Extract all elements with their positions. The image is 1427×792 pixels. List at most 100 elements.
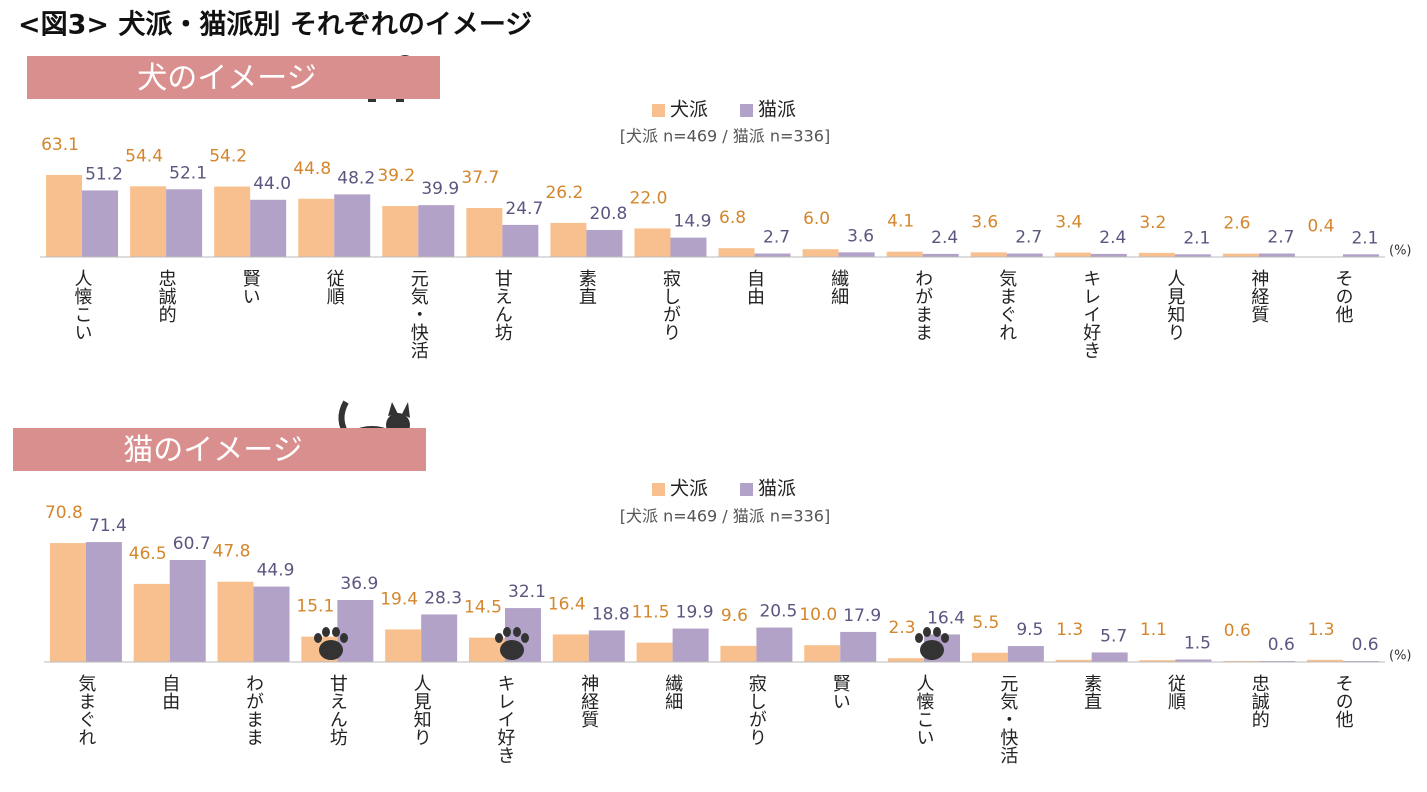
- value-label: 63.1: [41, 135, 79, 155]
- bar: [804, 645, 841, 662]
- value-label: 24.7: [505, 199, 543, 219]
- bar: [1055, 659, 1092, 662]
- value-label: 71.4: [89, 516, 127, 536]
- value-label: 2.1: [1351, 228, 1378, 248]
- value-label: 1.5: [1184, 633, 1211, 653]
- value-label: 36.9: [340, 574, 378, 594]
- paw-toe: [521, 633, 529, 643]
- x-tick-label: 賢い: [240, 269, 261, 305]
- value-label: 54.4: [125, 146, 163, 166]
- x-tick-label: 人見知り: [411, 674, 432, 746]
- bar: [1175, 659, 1212, 662]
- bar: [1139, 660, 1176, 662]
- bar: [1222, 253, 1259, 257]
- x-tick-label: 忠誠的: [156, 269, 177, 324]
- value-label: 2.4: [1099, 228, 1126, 248]
- x-tick-label: その他: [1333, 674, 1354, 728]
- x-tick-label: 元気・快活: [997, 674, 1018, 764]
- value-label: 3.2: [1139, 213, 1166, 233]
- x-tick-label: わがまま: [912, 269, 933, 341]
- x-tick-label: 素直: [1081, 674, 1102, 710]
- legend-swatch: [652, 483, 665, 496]
- bar: [1007, 646, 1044, 662]
- value-label: 5.7: [1100, 626, 1127, 646]
- bar: [1223, 660, 1260, 662]
- value-label: 14.5: [464, 598, 502, 618]
- value-label: 0.6: [1352, 635, 1379, 655]
- x-tick-label: 繊細: [662, 674, 683, 710]
- value-label: 28.3: [424, 588, 462, 608]
- legend-swatch: [740, 104, 753, 117]
- bar: [1343, 660, 1380, 662]
- value-label: 9.5: [1016, 620, 1043, 640]
- x-tick-label: わがまま: [243, 674, 264, 746]
- x-tick-label: 神経質: [578, 674, 599, 728]
- value-label: 2.3: [889, 618, 916, 638]
- value-label: 3.6: [847, 226, 874, 246]
- bar: [1091, 652, 1128, 662]
- bar: [636, 642, 673, 662]
- value-label: 2.7: [1015, 227, 1042, 247]
- bar: [840, 631, 877, 662]
- value-label: 16.4: [548, 594, 586, 614]
- value-label: 3.6: [971, 212, 998, 232]
- x-tick-label: 甘えん坊: [492, 269, 513, 341]
- paw-icon: [500, 640, 524, 660]
- value-label: 2.7: [1267, 227, 1294, 247]
- value-label: 6.8: [719, 208, 746, 228]
- paw-toe: [332, 627, 340, 637]
- value-label: 16.4: [927, 608, 965, 628]
- value-label: 0.4: [1307, 216, 1334, 236]
- bar: [130, 186, 167, 257]
- paw-toe: [314, 633, 322, 643]
- bar: [838, 252, 875, 257]
- value-label: 0.6: [1224, 621, 1251, 641]
- bar: [502, 224, 539, 257]
- bar: [250, 199, 287, 257]
- bar: [1174, 254, 1211, 257]
- value-label: 44.9: [257, 561, 295, 581]
- bar: [1006, 253, 1043, 257]
- value-label: 37.7: [461, 168, 499, 188]
- value-label: 18.8: [592, 604, 630, 624]
- heading: 犬のイメージ: [137, 61, 316, 96]
- value-label: 39.2: [377, 166, 415, 186]
- value-label: 6.0: [803, 209, 830, 229]
- bar: [82, 190, 119, 257]
- x-tick-label: キレイ好き: [494, 674, 515, 764]
- paw-icon: [920, 640, 944, 660]
- bar: [1307, 659, 1344, 662]
- value-label: 2.4: [931, 228, 958, 248]
- value-label: 9.6: [721, 606, 748, 626]
- value-label: 52.1: [169, 163, 207, 183]
- x-tick-label: 甘えん坊: [327, 674, 348, 746]
- heading: 猫のイメージ: [123, 433, 302, 468]
- bar: [169, 560, 206, 662]
- value-label: 46.5: [129, 544, 167, 564]
- heading-band: [13, 428, 426, 471]
- value-label: 39.9: [421, 179, 459, 199]
- value-label: 2.7: [763, 227, 790, 247]
- legend-swatch: [740, 483, 753, 496]
- legend-label: 猫派: [758, 478, 796, 500]
- value-label: 70.8: [45, 503, 83, 523]
- bar: [971, 652, 1008, 662]
- note: [犬派 n=469 / 猫派 n=336]: [620, 127, 830, 146]
- x-tick-label: 繊細: [828, 269, 849, 305]
- bar: [49, 543, 86, 662]
- bar: [886, 251, 923, 257]
- bar: [754, 253, 791, 257]
- bar: [421, 614, 458, 662]
- bar: [46, 174, 83, 257]
- bar: [334, 194, 371, 257]
- paw-toe: [915, 633, 923, 643]
- value-label: 15.1: [296, 597, 334, 617]
- value-label: 1.3: [1056, 620, 1083, 640]
- value-label: 3.4: [1055, 213, 1082, 233]
- x-tick-label: 元気・快活: [408, 269, 429, 359]
- bar: [385, 629, 422, 662]
- value-label: 19.4: [380, 589, 418, 609]
- bar: [718, 248, 755, 257]
- value-label: 2.6: [1223, 214, 1250, 234]
- x-tick-label: 従順: [1165, 674, 1186, 710]
